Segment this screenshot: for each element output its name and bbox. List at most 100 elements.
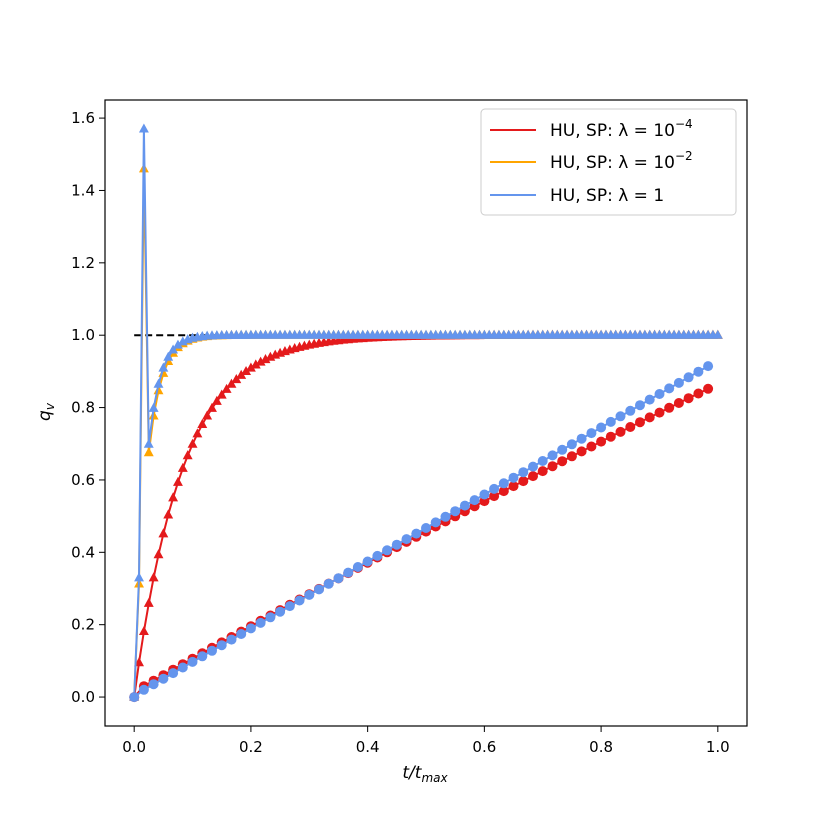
data-point	[192, 428, 203, 438]
data-point	[557, 456, 568, 467]
data-point	[498, 486, 509, 497]
legend-label: HU, SP: λ = 1	[550, 186, 664, 206]
data-point	[489, 483, 500, 494]
data-point	[245, 623, 256, 634]
data-point	[362, 556, 373, 567]
data-point	[391, 539, 402, 550]
data-point	[158, 362, 169, 372]
data-point	[148, 572, 159, 582]
series-4	[129, 361, 714, 703]
data-point	[518, 467, 529, 478]
y-axis-label: qv	[35, 402, 57, 421]
data-point	[314, 584, 324, 595]
data-point	[182, 450, 193, 460]
data-point	[143, 597, 154, 607]
data-point	[168, 344, 179, 354]
data-point	[207, 645, 217, 656]
data-point	[207, 402, 217, 412]
data-point	[693, 388, 704, 399]
data-point	[703, 383, 714, 394]
data-point	[615, 426, 626, 437]
data-point	[153, 378, 164, 388]
data-point	[605, 431, 616, 442]
data-point	[143, 447, 154, 457]
data-point	[537, 466, 548, 477]
data-point	[138, 123, 149, 133]
legend-label: HU, SP: λ = 10−2	[550, 149, 693, 173]
data-point	[197, 651, 208, 662]
y-tick-label: 1.2	[71, 254, 95, 272]
y-tick-label: 1.0	[71, 326, 95, 344]
series-3	[129, 383, 714, 703]
data-point	[202, 410, 213, 420]
data-point	[430, 517, 441, 528]
data-point	[187, 656, 198, 667]
data-point	[576, 433, 587, 444]
x-tick-label: 0.0	[122, 738, 146, 756]
data-point	[459, 500, 470, 511]
data-point	[586, 428, 597, 439]
y-tick-label: 0.0	[71, 688, 95, 706]
data-point	[508, 472, 519, 483]
data-point	[450, 506, 461, 517]
data-point	[537, 456, 548, 466]
data-point	[673, 377, 684, 388]
data-point	[163, 509, 174, 519]
data-point	[557, 444, 568, 455]
data-point	[284, 601, 295, 612]
y-tick-label: 0.2	[71, 616, 95, 634]
data-point	[226, 634, 237, 645]
y-tick-label: 1.4	[71, 181, 95, 199]
data-point	[352, 562, 363, 572]
data-point	[528, 461, 538, 472]
data-point	[216, 389, 227, 399]
data-point	[401, 534, 412, 545]
axes-layer: 0.0 0.2 0.4 0.6 0.8 1.0 0.0 0.2 0.4 0.6 0.8 1.0 1.2 1…	[71, 99, 748, 756]
series-1	[129, 163, 723, 701]
legend-frame	[480, 108, 737, 216]
data-point	[615, 411, 626, 422]
data-point	[138, 625, 149, 636]
data-point	[304, 589, 315, 600]
data-point	[382, 545, 393, 556]
data-point	[236, 629, 247, 639]
plot-frame	[104, 99, 748, 727]
data-point	[294, 595, 305, 606]
data-point	[158, 673, 169, 684]
y-tick-label: 0.4	[71, 543, 95, 561]
y-tick-label: 1.6	[71, 109, 95, 127]
data-point	[216, 640, 227, 651]
data-point	[654, 407, 665, 418]
data-point	[635, 417, 645, 428]
data-point	[644, 394, 655, 405]
data-point	[255, 617, 266, 628]
data-point	[333, 573, 344, 584]
data-point	[129, 692, 140, 703]
data-point	[712, 329, 723, 339]
data-point	[250, 359, 261, 369]
data-point	[221, 383, 232, 393]
legend-item: HU, SP: λ = 1	[490, 186, 664, 206]
data-point	[596, 436, 607, 447]
data-point	[323, 578, 334, 589]
data-point	[168, 668, 179, 679]
data-point	[236, 369, 247, 379]
data-point	[343, 567, 354, 578]
data-point	[635, 400, 645, 411]
data-point	[528, 471, 538, 482]
x-tick-label: 1.0	[706, 738, 730, 756]
x-axis-label: t/tmax	[402, 763, 448, 785]
legend-item: HU, SP: λ = 10−4	[490, 117, 693, 141]
data-point	[168, 492, 179, 502]
data-point	[143, 438, 154, 448]
x-tick-label: 0.2	[239, 738, 263, 756]
data-point	[498, 478, 509, 489]
data-point	[134, 572, 144, 582]
data-point	[148, 402, 159, 412]
data-point	[586, 441, 597, 452]
legend: HU, SP: λ = 10−4 HU, SP: λ = 10−2 HU, SP…	[480, 108, 737, 216]
data-point	[693, 366, 704, 377]
data-point	[421, 523, 431, 533]
data-point	[255, 356, 266, 366]
